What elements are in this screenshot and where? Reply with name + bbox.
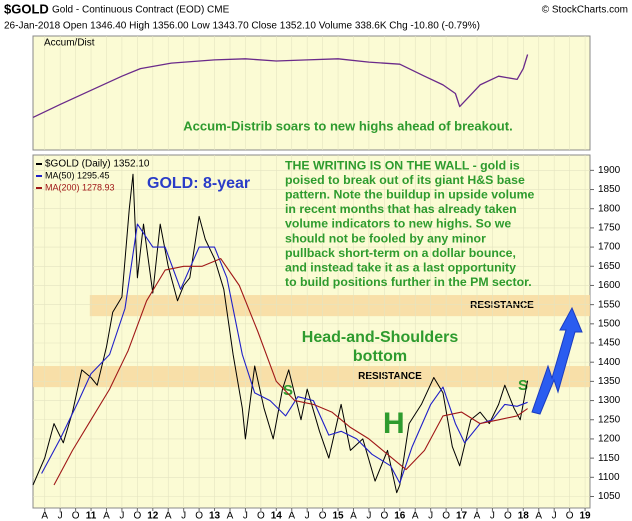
band-label: RESISTANCE (470, 300, 534, 311)
x-tick-label: A (227, 511, 234, 521)
symbol: $GOLD (4, 1, 49, 16)
y-tick-label: 1100 (598, 472, 620, 483)
legend-label: MA(200) 1278.93 (45, 182, 115, 192)
commentary-line: THE WRITING IS ON THE WALL - gold is (285, 158, 520, 172)
y-tick-label: 1900 (598, 165, 621, 176)
commentary-line: should not be fooled by any minor (285, 231, 486, 245)
y-tick-label: 1850 (598, 184, 621, 195)
y-tick-label: 1050 (598, 491, 621, 502)
x-tick-label: O (504, 511, 512, 521)
y-tick-label: 1350 (598, 376, 621, 387)
x-tick-label: 16 (394, 511, 406, 521)
y-tick-label: 1800 (598, 203, 621, 214)
commentary-line: pattern. Note the buildup in upside volu… (285, 187, 535, 201)
commentary-line: to build positions further in the PM sec… (285, 275, 532, 289)
x-tick-label: O (195, 511, 203, 521)
upper-panel (32, 35, 591, 151)
upper-annotation: Accum-Distrib soars to new highs ahead o… (183, 118, 512, 133)
x-tick-label: J (119, 511, 124, 521)
resistance-band (89, 295, 591, 317)
y-tick-label: 1450 (598, 338, 621, 349)
gold-title: GOLD: 8-year (147, 175, 250, 192)
x-tick-label: J (490, 511, 495, 521)
copyright: © StockCharts.com (542, 5, 628, 16)
x-tick-label: O (442, 511, 450, 521)
x-tick-label: A (288, 511, 295, 521)
x-tick-label: J (552, 511, 557, 521)
y-tick-label: 1650 (598, 261, 621, 272)
y-tick-label: 1250 (598, 414, 621, 425)
y-tick-label: 1550 (598, 299, 621, 310)
pattern-line: bottom (353, 348, 407, 365)
x-tick-label: J (181, 511, 186, 521)
commentary-line: in recent months that has already taken (285, 202, 517, 216)
legend-label: MA(50) 1295.45 (45, 170, 110, 180)
band-label: RESISTANCE (358, 371, 422, 382)
x-tick-label: A (165, 511, 172, 521)
y-tick-label: 1300 (598, 395, 621, 406)
y-tick-label: 1700 (598, 242, 621, 253)
x-tick-label: 15 (332, 511, 344, 521)
x-tick-label: 11 (86, 511, 97, 521)
x-tick-label: A (350, 511, 357, 521)
ma-line (53, 258, 528, 486)
left-shoulder: S (283, 382, 293, 399)
price-line (32, 173, 529, 494)
legend-label: $GOLD (Daily) 1352.10 (45, 159, 150, 170)
head: H (383, 407, 405, 440)
x-tick-label: O (566, 511, 574, 521)
commentary-line: poised to break out of its giant H&S bas… (285, 173, 525, 187)
x-tick-label: J (366, 511, 371, 521)
x-tick-label: O (133, 511, 141, 521)
x-tick-label: 12 (147, 511, 159, 521)
y-tick-label: 1400 (598, 357, 621, 368)
commentary-line: and instead take it as a last opportunit… (285, 260, 516, 274)
resistance-band (33, 366, 590, 388)
x-tick-label: A (474, 511, 481, 521)
accum-dist-line (32, 54, 529, 118)
y-tick-label: 1150 (598, 453, 620, 464)
x-tick-label: 14 (271, 511, 283, 521)
description: Gold - Continuous Contract (EOD) CME (52, 5, 230, 16)
x-tick-label: 17 (456, 511, 468, 521)
x-tick-label: J (243, 511, 248, 521)
x-tick-label: A (103, 511, 110, 521)
x-tick-label: J (58, 511, 63, 521)
x-tick-label: 18 (518, 511, 530, 521)
x-tick-label: O (72, 511, 80, 521)
ma-line (41, 223, 528, 484)
commentary-line: volume indicators to new highs. So we (285, 217, 511, 231)
y-tick-label: 1600 (598, 280, 621, 291)
right-shoulder: S (518, 377, 528, 394)
x-tick-label: O (257, 511, 265, 521)
x-tick-label: A (535, 511, 542, 521)
x-tick-label: A (41, 511, 48, 521)
x-tick-label: 19 (579, 511, 591, 521)
x-tick-label: A (412, 511, 419, 521)
x-tick-label: O (319, 511, 327, 521)
x-tick-label: 13 (209, 511, 221, 521)
quote: 26-Jan-2018 Open 1346.40 High 1356.00 Lo… (4, 21, 480, 32)
price-panel (32, 154, 591, 509)
x-tick-label: O (380, 511, 388, 521)
x-tick-label: J (305, 511, 310, 521)
y-tick-label: 1750 (598, 223, 621, 234)
upper-panel-label: Accum/Dist (44, 38, 95, 49)
breakout-arrow (531, 306, 583, 415)
y-tick-label: 1500 (598, 318, 621, 329)
pattern-line: Head-and-Shoulders (302, 329, 459, 346)
x-tick-label: J (428, 511, 433, 521)
y-tick-label: 1200 (598, 434, 621, 445)
commentary-line: pullback short-term on a dollar bounce, (285, 246, 516, 260)
